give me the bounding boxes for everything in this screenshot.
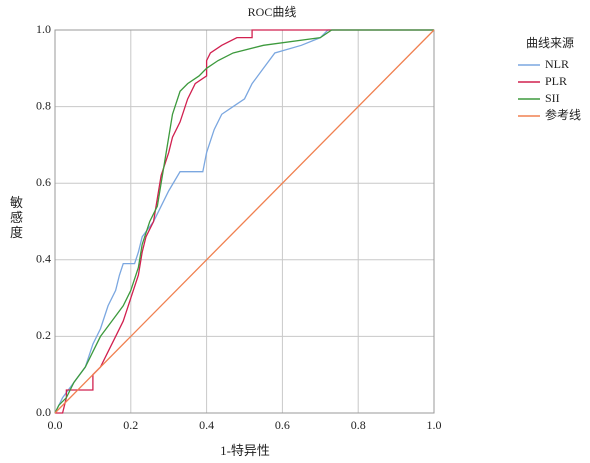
x-axis-label: 1-特异性 — [220, 443, 270, 458]
y-tick-label: 0.4 — [36, 252, 51, 266]
y-tick-label: 1.0 — [36, 22, 51, 36]
legend-label: 参考线 — [545, 107, 581, 122]
legend-label: NLR — [545, 57, 569, 71]
y-tick-label: 0.6 — [36, 175, 51, 189]
legend-label: SII — [545, 91, 560, 105]
chart-title: ROC曲线 — [248, 5, 297, 19]
roc-curve — [54, 29, 434, 414]
y-axis-label: 敏感度 — [8, 196, 23, 241]
y-tick-label: 0.2 — [36, 328, 51, 342]
y-tick-label: 0.8 — [36, 98, 51, 112]
x-tick-label: 0.2 — [123, 418, 138, 432]
x-tick-label: 0.6 — [275, 418, 290, 432]
x-tick-label: 1.0 — [427, 418, 442, 432]
x-tick-label: 0.4 — [199, 418, 214, 432]
x-tick-label: 0.0 — [48, 418, 63, 432]
x-tick-label: 0.8 — [351, 418, 366, 432]
y-tick-label: 0.0 — [36, 405, 51, 419]
plot-frame — [54, 29, 435, 414]
roc-curve — [54, 29, 435, 414]
legend-title: 曲线来源 — [526, 36, 574, 50]
roc-curve — [54, 29, 434, 414]
legend-label: PLR — [545, 74, 567, 88]
